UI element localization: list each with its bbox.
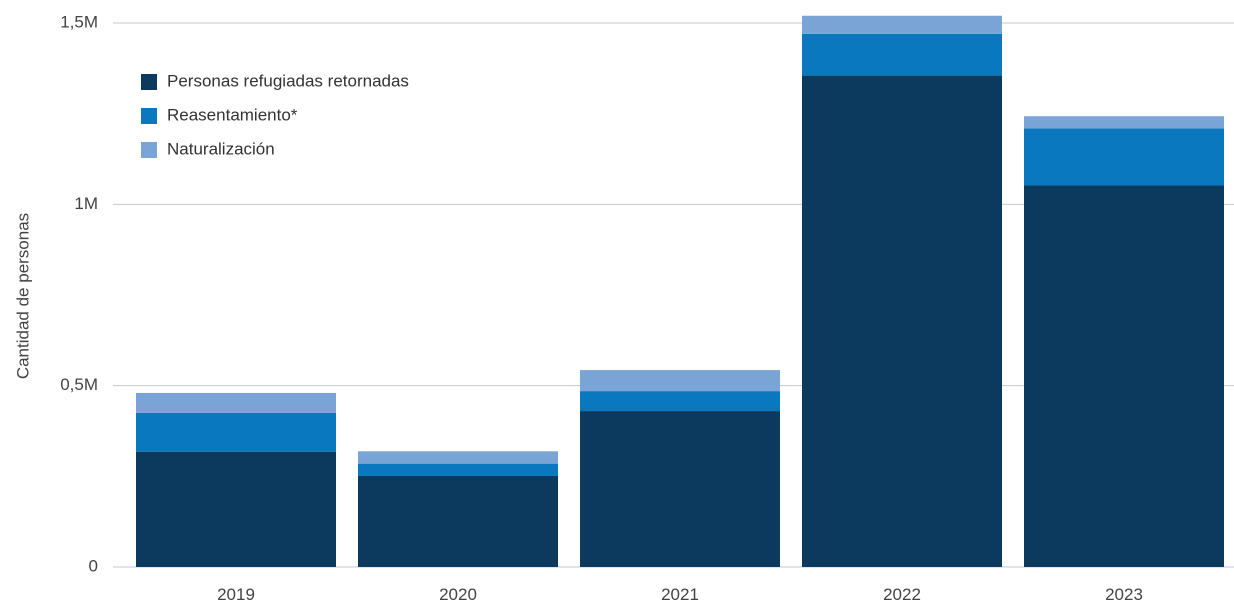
legend: Personas refugiadas retornadas Reasentami… — [141, 71, 409, 158]
x-tick-label: 2020 — [439, 585, 477, 604]
legend-label: Personas refugiadas retornadas — [167, 71, 409, 90]
bar-segment-2020-3 — [358, 451, 558, 464]
legend-swatch — [141, 74, 157, 90]
bar-segment-2020-2 — [358, 463, 558, 476]
x-tick-label: 2023 — [1105, 585, 1143, 604]
bar-segment-2019-2 — [136, 412, 336, 452]
legend-label: Reasentamiento* — [167, 105, 298, 124]
bar-segment-2022-1 — [802, 75, 1002, 567]
x-tick-label: 2022 — [883, 585, 921, 604]
y-axis-title: Cantidad de personas — [13, 213, 32, 379]
bar-segment-2023-3 — [1024, 116, 1224, 129]
bar-segment-2021-2 — [580, 391, 780, 412]
x-axis-ticks: 2019 2020 2021 2022 2023 — [217, 585, 1143, 604]
bar-segment-2023-2 — [1024, 128, 1224, 186]
bar-segment-2019-1 — [136, 451, 336, 567]
bar-segment-2022-2 — [802, 33, 1002, 76]
bar-segment-2021-3 — [580, 370, 780, 392]
bar-segment-2019-3 — [136, 392, 336, 413]
y-tick-label: 0,5M — [60, 375, 98, 394]
legend-swatch — [141, 142, 157, 158]
y-tick-label: 0 — [89, 556, 98, 575]
y-axis-ticks: 0 0,5M 1M 1,5M — [60, 12, 98, 575]
bar-segment-2022-3 — [802, 15, 1002, 34]
x-tick-label: 2019 — [217, 585, 255, 604]
bar-segment-2021-1 — [580, 411, 780, 567]
y-tick-label: 1,5M — [60, 12, 98, 31]
bar-segment-2020-1 — [358, 475, 558, 567]
legend-label: Naturalización — [167, 139, 275, 158]
legend-swatch — [141, 108, 157, 124]
bars — [136, 15, 1224, 567]
y-tick-label: 1M — [74, 194, 98, 213]
x-tick-label: 2021 — [661, 585, 699, 604]
bar-segment-2023-1 — [1024, 185, 1224, 567]
